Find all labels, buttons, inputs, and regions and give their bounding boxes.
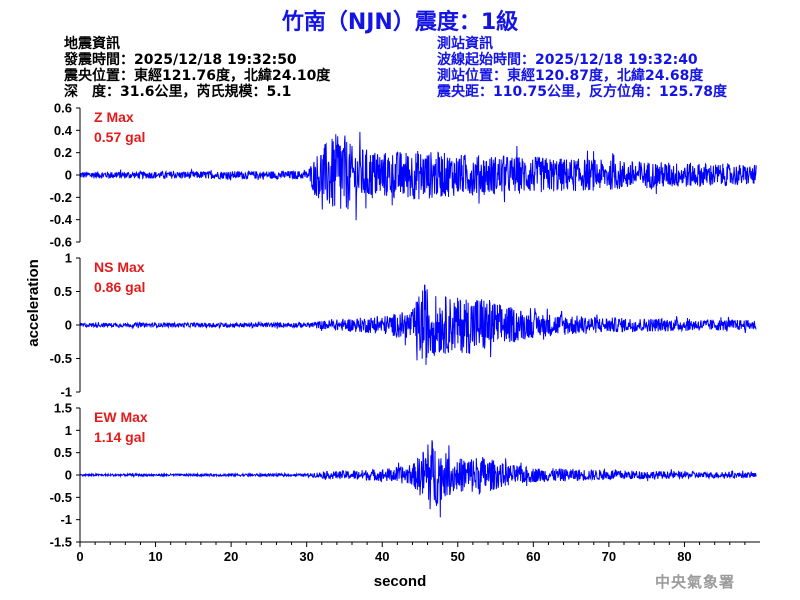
y-tick-label-z: 0.6 xyxy=(54,101,72,116)
peak-title-ns: NS Max xyxy=(94,259,145,275)
y-tick-label-z: 0.2 xyxy=(54,145,72,160)
y-tick-label-ew: -1.5 xyxy=(50,535,72,550)
trace-z xyxy=(79,131,757,221)
x-tick-label: 0 xyxy=(76,549,83,564)
depth-magnitude: 深 度：31.6公里，芮氏規模：5.1 xyxy=(64,84,292,100)
station-info-heading: 測站資訊 xyxy=(437,36,493,52)
x-tick-label: 60 xyxy=(526,549,540,564)
y-tick-label-ew: 1.5 xyxy=(54,401,72,416)
y-tick-label-ns: 1 xyxy=(65,251,72,266)
y-tick-label-ns: 0 xyxy=(65,318,72,333)
peak-title-z: Z Max xyxy=(94,109,134,125)
x-tick-label: 30 xyxy=(299,549,313,564)
x-tick-label: 80 xyxy=(677,549,691,564)
x-tick-label: 70 xyxy=(602,549,616,564)
y-tick-label-ew: -0.5 xyxy=(50,490,72,505)
x-tick-label: 10 xyxy=(148,549,162,564)
y-tick-label-z: -0.2 xyxy=(50,190,72,205)
y-tick-label-ew: 0.5 xyxy=(54,445,72,460)
trace-ew xyxy=(79,440,757,518)
y-tick-label-ew: 1 xyxy=(65,423,72,438)
peak-value-ew: 1.14 gal xyxy=(94,429,145,445)
y-tick-label-z: 0.4 xyxy=(54,123,73,138)
y-tick-label-ew: -1 xyxy=(60,512,72,527)
agency-watermark: 中央氣象署 xyxy=(655,573,736,591)
origin-time: 發震時間：2025/12/18 19:32:50 xyxy=(64,52,297,68)
station-location: 測站位置：東經120.87度，北緯24.68度 xyxy=(437,68,704,84)
y-tick-label-ns: -1 xyxy=(60,385,72,400)
peak-value-ns: 0.86 gal xyxy=(94,279,145,295)
quake-info-block: 地震資訊 發震時間：2025/12/18 19:32:50 震央位置：東經121… xyxy=(64,36,330,100)
peak-value-z: 0.57 gal xyxy=(94,129,145,145)
y-tick-label-z: -0.6 xyxy=(50,235,72,250)
y-tick-label-z: -0.4 xyxy=(50,212,73,227)
quake-info-heading: 地震資訊 xyxy=(64,36,120,52)
peak-title-ew: EW Max xyxy=(94,409,148,425)
y-axis-title: acceleration xyxy=(25,259,42,347)
x-axis-title: second xyxy=(374,573,427,590)
x-tick-label: 40 xyxy=(375,549,389,564)
epicentral-distance: 震央距：110.75公里，反方位角：125.78度 xyxy=(437,84,728,100)
x-tick-label: 20 xyxy=(224,549,238,564)
page-title: 竹南（NJN）震度：1級 xyxy=(281,10,519,35)
y-tick-label-z: 0 xyxy=(65,168,72,183)
trace-ns xyxy=(79,284,757,365)
y-tick-label-ns: 0.5 xyxy=(54,284,72,299)
x-tick-label: 50 xyxy=(451,549,465,564)
station-info-block: 測站資訊 波線起始時間：2025/12/18 19:32:40 測站位置：東經1… xyxy=(437,36,727,100)
wave-start-time: 波線起始時間：2025/12/18 19:32:40 xyxy=(437,52,698,68)
epicenter: 震央位置：東經121.76度，北緯24.10度 xyxy=(64,68,331,84)
y-tick-label-ew: 0 xyxy=(65,468,72,483)
y-tick-label-ns: -0.5 xyxy=(50,351,72,366)
